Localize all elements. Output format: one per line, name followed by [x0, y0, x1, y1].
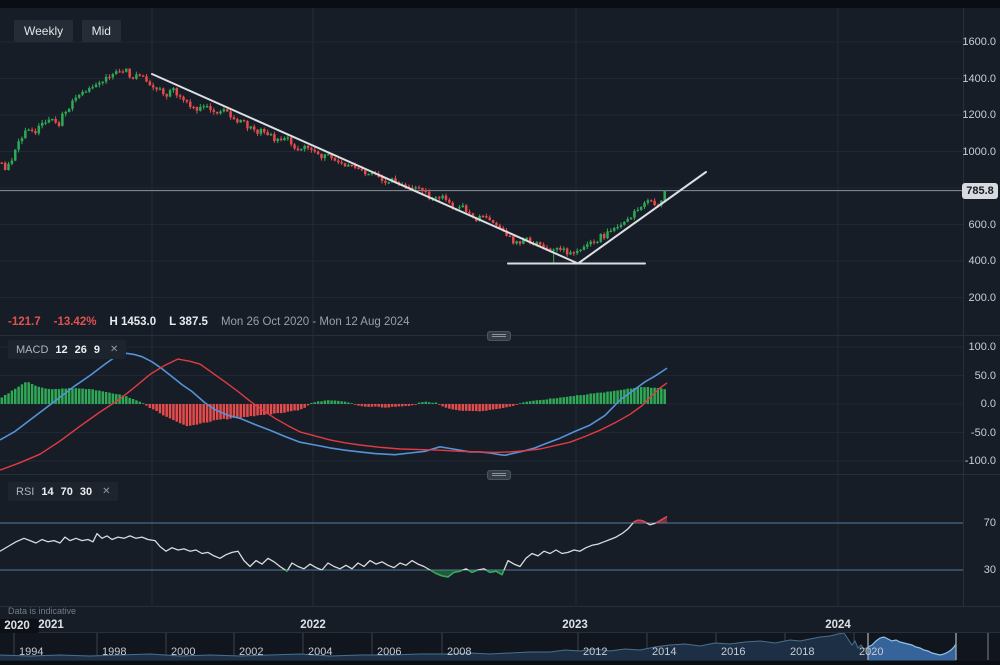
macd-legend: MACD 12 26 9 ✕ — [8, 340, 127, 359]
macd-axis-label: 50.0 — [974, 369, 996, 382]
price-axis-border — [963, 8, 964, 606]
rsi-line — [0, 515, 668, 578]
gridlines — [0, 8, 963, 606]
macd-lines — [0, 352, 668, 471]
rsi-overbought-fill — [0, 516, 667, 523]
period-high: H 1453.0 — [109, 316, 157, 328]
rsi-plot — [0, 515, 668, 578]
rsi-oversold-fill — [0, 570, 667, 577]
price-axis-label: 600.0 — [968, 218, 996, 231]
rsi-axis-label: 30 — [983, 564, 996, 576]
pane-resize-handle-lower[interactable] — [487, 470, 511, 480]
top-strip — [0, 0, 1000, 8]
price-axis[interactable]: 1600.0 1400.0 1200.0 1000.0 600.0 400.0 200.0 1… — [962, 0, 1000, 665]
navigator-left-handle[interactable] — [867, 633, 869, 660]
rsi-legend: RSI 14 70 30 ✕ — [8, 482, 119, 501]
price-axis-label: 1400.0 — [962, 72, 996, 85]
price-axis-label: 200.0 — [968, 291, 996, 304]
macd-param-signal: 9 — [93, 343, 101, 356]
style-button[interactable]: Mid — [81, 20, 121, 42]
change-value: -121.7 — [8, 316, 41, 328]
navigator-history-area — [0, 633, 868, 661]
price-axis-label: 1600.0 — [962, 36, 996, 48]
navigator-top-separator — [0, 632, 1000, 633]
rsi-title: RSI — [16, 485, 35, 498]
last-price-tag: 785.8 — [962, 183, 998, 199]
macd-axis-label: -100.0 — [964, 455, 996, 467]
macd-close-icon[interactable]: ✕ — [110, 344, 119, 355]
price-axis-label: 1200.0 — [962, 109, 996, 121]
bottom-strip — [0, 661, 1000, 665]
date-range: Mon 26 Oct 2020 - Mon 12 Aug 2024 — [220, 316, 410, 328]
rsi-param-upper: 70 — [60, 485, 73, 498]
candles — [0, 68, 666, 264]
navigator-right-handle[interactable] — [955, 633, 957, 660]
rsi-close-icon[interactable]: ✕ — [102, 486, 111, 497]
macd-param-fast: 12 — [55, 343, 68, 356]
macd-signal-line — [0, 358, 668, 471]
rsi-param-lower: 30 — [79, 485, 93, 498]
price-axis-label: 400.0 — [968, 255, 996, 267]
macd-axis-label: 100.0 — [968, 341, 996, 353]
rsi-param-length: 14 — [41, 485, 54, 498]
pane-resize-handle-upper[interactable] — [487, 331, 511, 341]
macd-title: MACD — [16, 343, 49, 356]
trendline-2[interactable] — [577, 171, 707, 265]
rsi-axis-label: 70 — [983, 517, 996, 529]
macd-param-slow: 26 — [74, 343, 87, 356]
rsi-axis-separator — [0, 606, 1000, 607]
period-low: L 387.5 — [169, 316, 208, 328]
rsi-band-lines — [0, 522, 963, 571]
trendline-1[interactable] — [151, 73, 579, 265]
navigator — [0, 633, 989, 661]
macd-axis-label: -50.0 — [970, 426, 996, 439]
interval-button[interactable]: Weekly — [14, 20, 74, 42]
data-indicative-note: Data is indicative — [8, 606, 77, 616]
price-axis-label: 1000.0 — [962, 145, 996, 158]
trendlines — [151, 73, 707, 265]
macd-axis-label: 0.0 — [980, 398, 996, 410]
toolbar: Weekly Mid — [14, 20, 125, 42]
navigator-outer-tick — [987, 633, 989, 660]
navigator-selected-area[interactable] — [0, 633, 956, 661]
price-legend: -121.7 -13.42% H 1453.0 L 387.5 Mon 26 O… — [8, 316, 410, 328]
change-percent: -13.42% — [53, 316, 97, 328]
